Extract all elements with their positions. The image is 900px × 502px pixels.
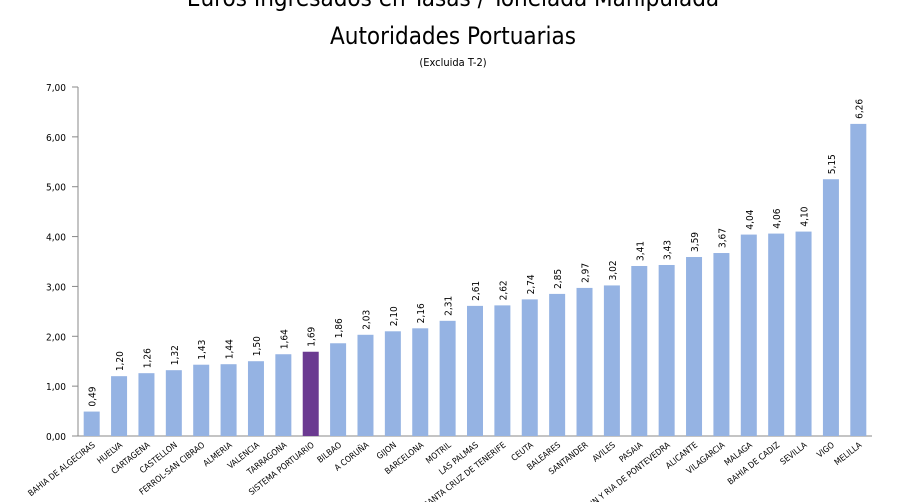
value-label: 2,31 (444, 296, 455, 316)
value-label: 1,32 (170, 345, 181, 365)
value-label: 2,61 (471, 281, 482, 301)
value-label: 0,49 (88, 386, 99, 406)
bar (822, 179, 839, 436)
value-label: 6,26 (854, 99, 865, 119)
bar (83, 411, 100, 436)
bar (165, 370, 182, 436)
bar (850, 123, 867, 436)
value-label: 2,97 (581, 263, 592, 283)
value-label: 1,44 (225, 339, 236, 359)
value-label: 3,41 (635, 241, 646, 261)
bar (467, 305, 483, 436)
value-label: 1,26 (142, 348, 153, 368)
x-tick-label: AVILES (591, 440, 618, 464)
value-label: 2,62 (498, 280, 509, 300)
value-label: 4,04 (745, 209, 756, 229)
bar (740, 234, 757, 436)
bar (549, 293, 566, 436)
chart-title: Euros Ingresados en Tasas / Tonelada Man… (187, 0, 719, 12)
value-label: 5,15 (827, 154, 838, 174)
bar (384, 331, 401, 436)
bar (193, 364, 210, 436)
value-label: 1,43 (197, 340, 208, 360)
value-label: 3,67 (717, 228, 728, 248)
bar (330, 343, 347, 436)
bar (576, 287, 593, 436)
value-label: 1,64 (279, 329, 290, 349)
value-label: 2,74 (526, 274, 537, 294)
bar (686, 257, 703, 436)
chart-note: (Excluida T-2) (419, 56, 486, 69)
value-label: 3,02 (608, 260, 619, 280)
value-label: 2,03 (361, 310, 372, 330)
bar (658, 264, 675, 436)
bar (275, 354, 292, 436)
bar (494, 305, 511, 436)
y-tick-label: 1,00 (46, 382, 66, 393)
bar (247, 361, 264, 436)
chart-subtitle: Autoridades Portuarias (330, 22, 576, 50)
value-label: 2,10 (389, 306, 400, 326)
x-tick-label: MARIN Y RIA DE PONTEVEDRA (576, 440, 673, 502)
y-tick-label: 7,00 (46, 83, 66, 94)
y-tick-label: 3,00 (46, 282, 66, 293)
value-label: 2,16 (416, 303, 427, 323)
value-label: 3,43 (663, 240, 674, 260)
bar (357, 334, 374, 436)
bar (713, 253, 730, 436)
y-tick-label: 6,00 (46, 133, 66, 144)
bar (603, 285, 620, 436)
bar (768, 233, 785, 436)
bar (302, 351, 319, 436)
value-label: 1,50 (252, 336, 263, 356)
bar (631, 265, 648, 436)
bar (138, 373, 155, 436)
bar (111, 376, 128, 436)
x-tick-label: MELILLA (833, 440, 865, 468)
value-label: 1,69 (307, 326, 318, 346)
y-tick-label: 4,00 (46, 233, 66, 244)
x-tick-label: BAHIA DE ALGECIRAS (27, 440, 98, 499)
bar (795, 231, 812, 436)
bar (220, 364, 237, 436)
value-label: 3,59 (690, 232, 701, 252)
bar (439, 320, 456, 436)
y-tick-label: 0,00 (46, 432, 66, 443)
bar (412, 328, 429, 436)
value-label: 1,86 (334, 318, 345, 338)
x-tick-label: VIGO (815, 440, 836, 460)
y-tick-label: 5,00 (46, 183, 66, 194)
value-label: 4,10 (800, 206, 811, 226)
bar (521, 299, 538, 436)
y-tick-label: 2,00 (46, 332, 66, 343)
x-tick-label: SEVILLA (779, 440, 810, 468)
value-label: 2,85 (553, 269, 564, 289)
value-label: 1,20 (115, 351, 126, 371)
value-label: 4,06 (772, 208, 783, 228)
